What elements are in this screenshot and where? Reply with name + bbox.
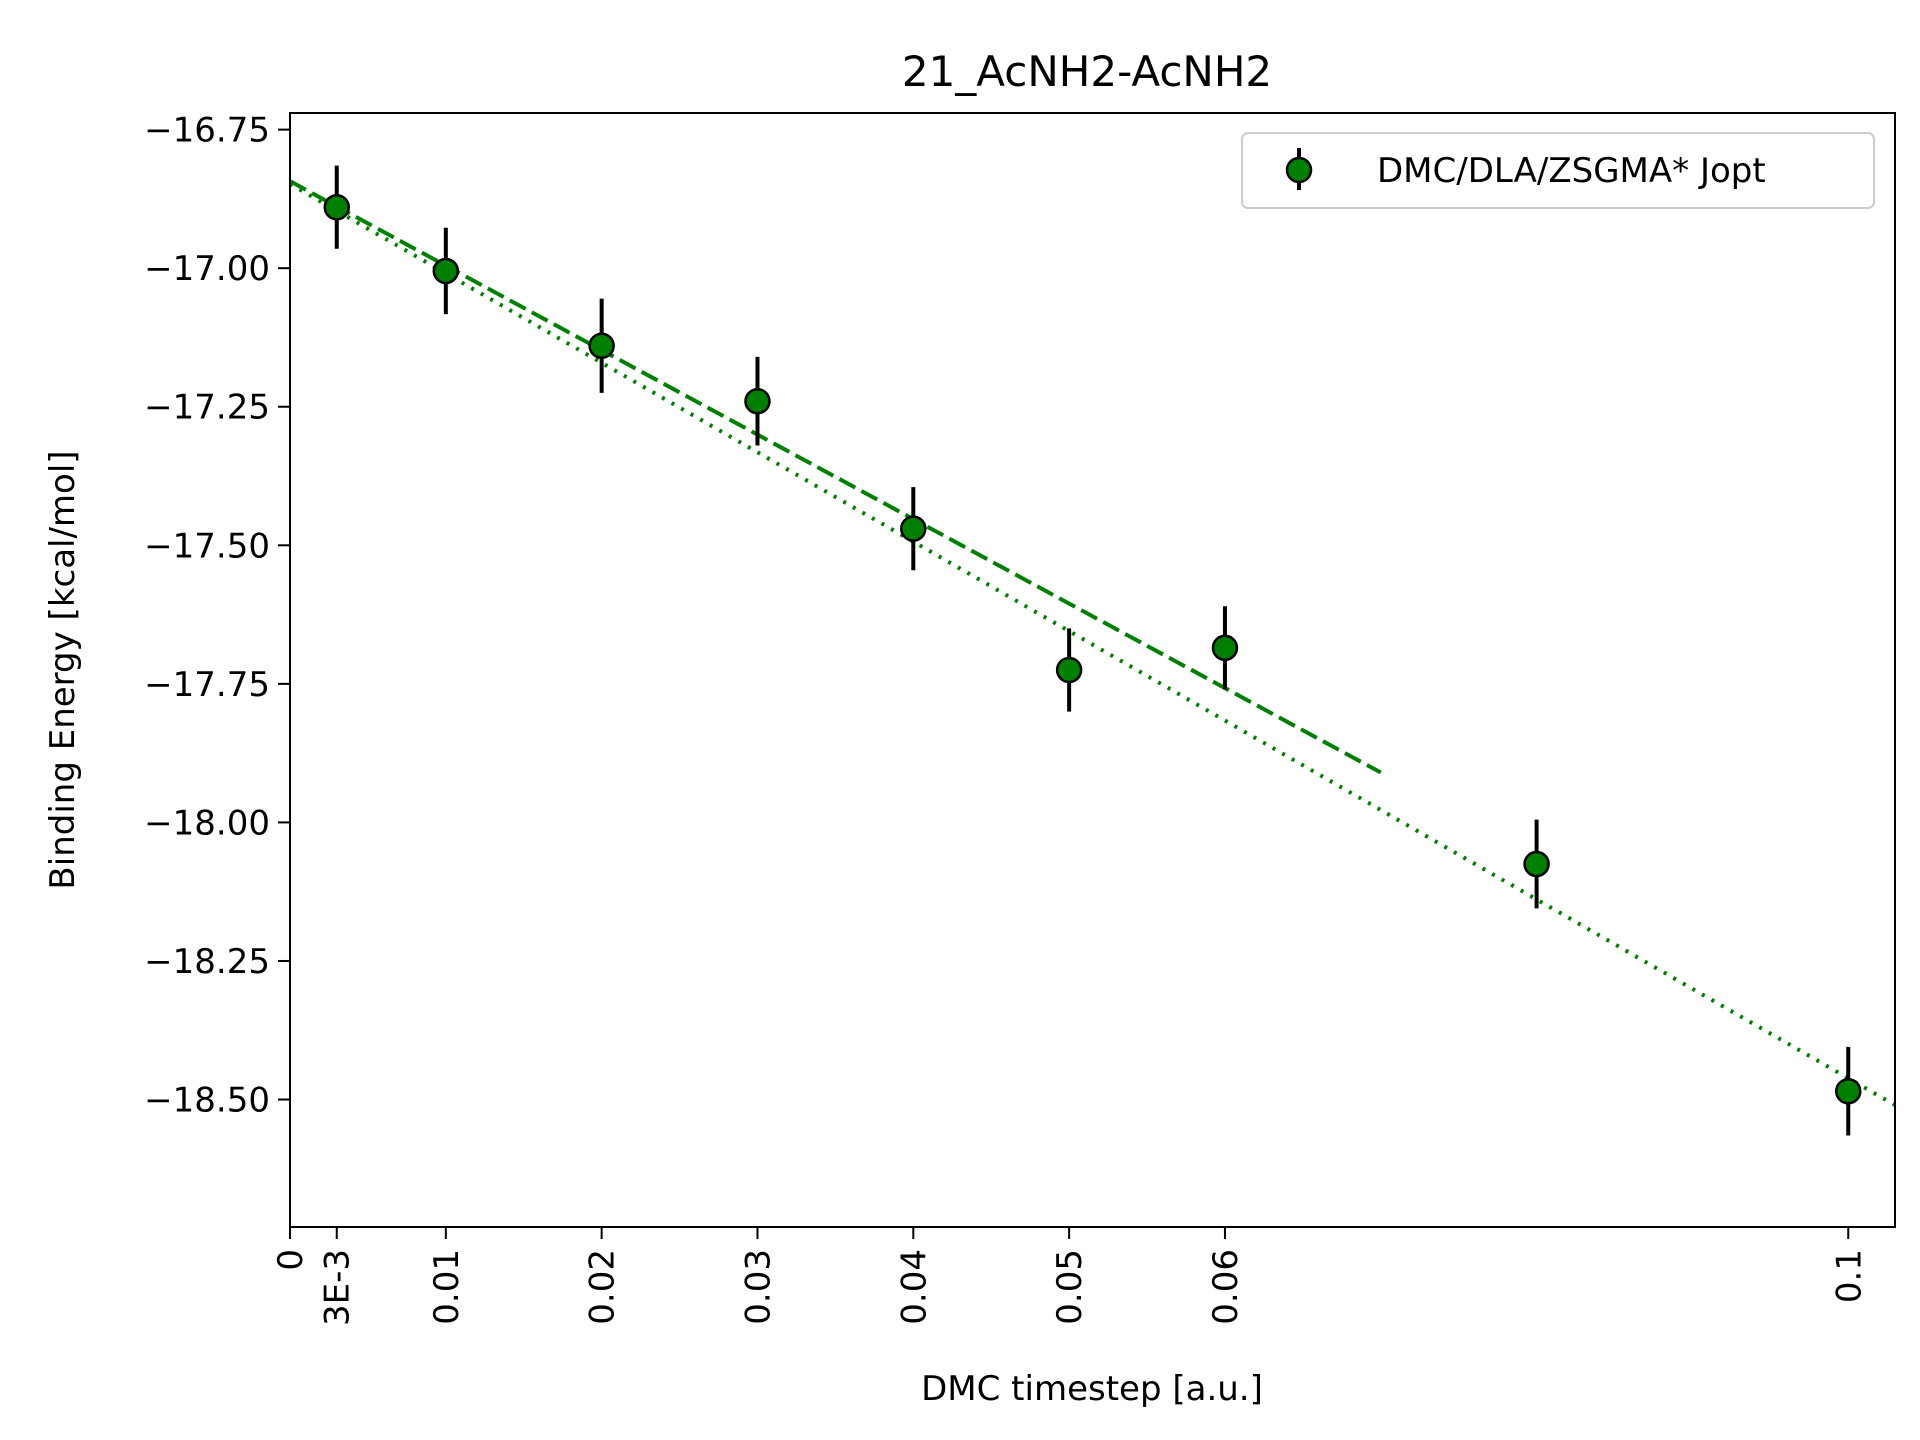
y-tick-label: −17.75 xyxy=(144,665,270,705)
legend: DMC/DLA/ZSGMA* Jopt xyxy=(1241,132,1875,209)
x-tick-label: 0 xyxy=(271,1249,311,1271)
y-tick-label: −17.00 xyxy=(144,249,270,289)
y-tick-label: −18.25 xyxy=(144,942,270,982)
fit-line-dashed xyxy=(289,179,1382,775)
x-axis: 0 3E-3 0.01 0.02 0.03 0.04 0.05 0.06 0.1 xyxy=(271,1227,1869,1326)
x-tick-label: 0.1 xyxy=(1829,1249,1869,1303)
y-tick-label: −17.50 xyxy=(144,526,270,566)
x-tick-label: 0.01 xyxy=(427,1249,467,1325)
data-point xyxy=(1523,850,1550,878)
data-point xyxy=(1211,634,1239,662)
data-point xyxy=(900,515,927,542)
x-axis-label: DMC timestep [a.u.] xyxy=(921,1369,1263,1409)
legend-marker xyxy=(1285,156,1313,184)
x-tick-label: 0.02 xyxy=(583,1249,623,1325)
y-axis-label: Binding Energy [kcal/mol] xyxy=(43,450,83,889)
data-point xyxy=(744,387,771,415)
chart-title: 21_AcNH2-AcNH2 xyxy=(902,47,1272,96)
data-point xyxy=(588,332,615,360)
data-point xyxy=(1835,1077,1862,1105)
x-tick-label: 0.06 xyxy=(1206,1249,1246,1325)
y-tick-label: −17.25 xyxy=(144,388,270,428)
data-point xyxy=(432,257,460,285)
x-tick-label: 3E-3 xyxy=(318,1249,358,1326)
y-tick-label: −18.50 xyxy=(144,1081,270,1121)
y-axis: −16.75 −17.00 −17.25 −17.50 −17.75 −18.00 −18.… xyxy=(144,111,290,1121)
fit-lines xyxy=(289,179,1896,1107)
y-tick-label: −16.75 xyxy=(144,111,270,151)
data-point xyxy=(323,193,350,221)
legend-box xyxy=(1241,132,1875,209)
x-tick-label: 0.05 xyxy=(1050,1249,1090,1325)
legend-label: DMC/DLA/ZSGMA* Jopt xyxy=(1377,151,1766,191)
data-point xyxy=(1055,656,1083,684)
y-tick-label: −18.00 xyxy=(144,803,270,843)
x-tick-label: 0.04 xyxy=(894,1249,934,1325)
fit-line-dotted xyxy=(289,182,1896,1107)
plot-frame xyxy=(289,112,1896,1228)
data-points xyxy=(323,193,1862,1105)
x-tick-label: 0.03 xyxy=(738,1249,778,1325)
